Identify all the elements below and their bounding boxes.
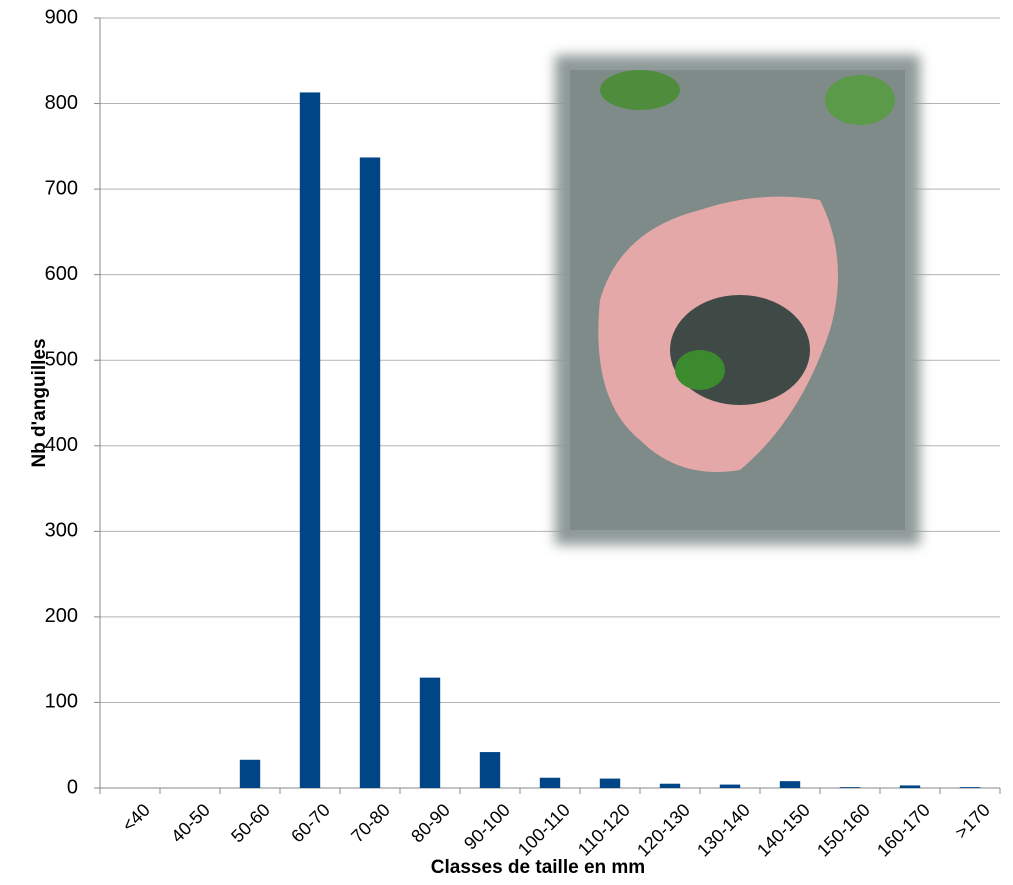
x-tick-label: 120-130 (633, 800, 694, 861)
bar (359, 157, 381, 788)
y-tick-label: 0 (67, 776, 78, 798)
y-tick-label: 700 (45, 177, 78, 199)
y-tick-label: 200 (45, 605, 78, 627)
y-tick-label: 400 (45, 434, 78, 456)
y-tick-label: 500 (45, 349, 78, 371)
y-axis-title: Nb d'anguilles (29, 338, 50, 467)
x-tick-label: 140-150 (753, 800, 814, 861)
x-tick-label: 100-110 (514, 800, 574, 860)
x-tick-label: >170 (951, 800, 994, 843)
x-tick-label: 130-140 (693, 800, 754, 861)
bar (719, 784, 741, 788)
x-tick-label: <40 (118, 800, 154, 836)
x-tick-label: 50-60 (227, 800, 274, 847)
bar (539, 777, 561, 788)
bar (299, 92, 321, 788)
bar (839, 787, 861, 788)
x-axis-title: Classes de taille en mm (431, 857, 645, 878)
bar (659, 783, 681, 788)
x-tick-label: 70-80 (347, 800, 394, 847)
bar (239, 759, 261, 788)
bar (479, 752, 501, 788)
y-tick-label: 900 (45, 6, 78, 28)
x-tick-label: 110-120 (574, 800, 634, 860)
x-tick-label: 90-100 (460, 800, 514, 854)
bar (599, 778, 621, 788)
bar (419, 677, 441, 788)
y-tick-label: 600 (45, 263, 78, 285)
y-tick-label: 100 (45, 691, 78, 713)
y-tick-label: 800 (45, 92, 78, 114)
x-tick-label: 40-50 (167, 800, 214, 847)
photo-inset (555, 55, 920, 545)
y-tick-label: 300 (45, 520, 78, 542)
x-tick-label: 160-170 (873, 800, 934, 861)
bar (779, 781, 801, 788)
x-tick-label: 60-70 (287, 800, 334, 847)
x-tick-label: 150-160 (813, 800, 874, 861)
bar (959, 787, 981, 788)
bar (899, 785, 921, 788)
x-tick-label: 80-90 (407, 800, 454, 847)
